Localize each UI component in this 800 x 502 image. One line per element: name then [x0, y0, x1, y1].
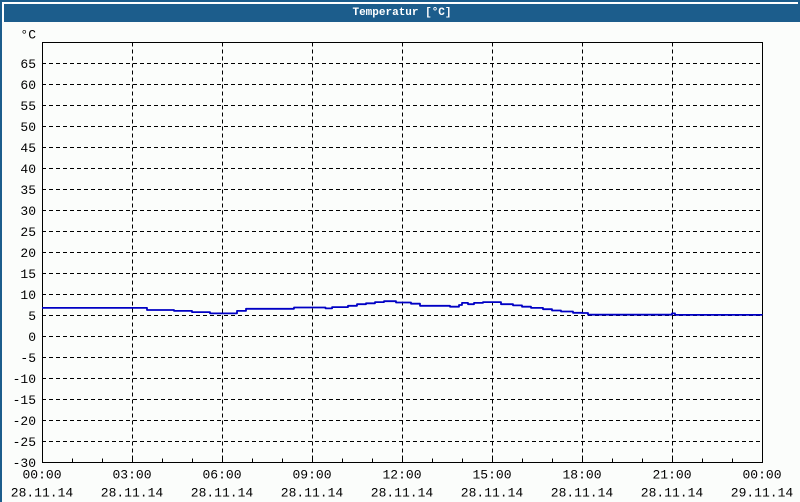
svg-text:28.11.14: 28.11.14: [101, 486, 164, 501]
svg-text:55: 55: [20, 99, 36, 114]
svg-text:09:00: 09:00: [292, 468, 331, 483]
svg-text:50: 50: [20, 120, 36, 135]
svg-text:20: 20: [20, 246, 36, 261]
svg-text:28.11.14: 28.11.14: [641, 486, 704, 501]
svg-text:60: 60: [20, 78, 36, 93]
svg-text:00:00: 00:00: [742, 468, 781, 483]
svg-text:45: 45: [20, 141, 36, 156]
svg-text:-15: -15: [13, 393, 36, 408]
svg-text:15:00: 15:00: [472, 468, 511, 483]
svg-text:-10: -10: [13, 372, 36, 387]
svg-text:10: 10: [20, 288, 36, 303]
svg-text:30: 30: [20, 204, 36, 219]
svg-text:40: 40: [20, 162, 36, 177]
svg-text:-25: -25: [13, 435, 36, 450]
svg-text:25: 25: [20, 225, 36, 240]
svg-text:28.11.14: 28.11.14: [191, 486, 254, 501]
svg-text:-20: -20: [13, 414, 36, 429]
svg-text:28.11.14: 28.11.14: [551, 486, 614, 501]
svg-text:18:00: 18:00: [562, 468, 601, 483]
svg-text:28.11.14: 28.11.14: [11, 486, 74, 501]
svg-text:28.11.14: 28.11.14: [281, 486, 344, 501]
svg-text:35: 35: [20, 183, 36, 198]
svg-text:00:00: 00:00: [22, 468, 61, 483]
svg-text:28.11.14: 28.11.14: [461, 486, 524, 501]
svg-text:21:00: 21:00: [652, 468, 691, 483]
svg-text:°C: °C: [20, 28, 36, 43]
svg-text:15: 15: [20, 267, 36, 282]
svg-text:06:00: 06:00: [202, 468, 241, 483]
svg-text:03:00: 03:00: [112, 468, 151, 483]
svg-text:5: 5: [28, 309, 36, 324]
svg-text:0: 0: [28, 330, 36, 345]
svg-text:-5: -5: [20, 351, 36, 366]
svg-text:28.11.14: 28.11.14: [371, 486, 434, 501]
svg-text:29.11.14: 29.11.14: [731, 486, 794, 501]
svg-text:65: 65: [20, 57, 36, 72]
svg-text:12:00: 12:00: [382, 468, 421, 483]
